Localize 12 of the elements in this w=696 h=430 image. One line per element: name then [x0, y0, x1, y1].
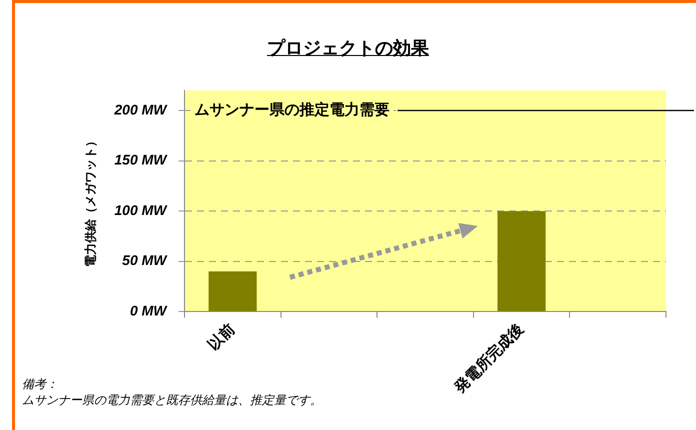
- y-tick-label: 150 MW: [114, 152, 168, 168]
- y-tick-label: 100 MW: [114, 202, 168, 218]
- ref-line-label: ムサンナー県の推定電力需要: [194, 100, 390, 118]
- y-tick-label: 50 MW: [122, 252, 168, 268]
- text: ムサンナー県の電力需要と既存供給量は、推定量です。: [22, 392, 322, 408]
- chart-title: プロジェクトの効果: [266, 37, 430, 60]
- y-tick-label: 200 MW: [113, 101, 168, 118]
- text: 備考：: [22, 376, 59, 392]
- y-axis-title: 電力供給（メガワット）: [83, 135, 98, 268]
- y-tick-label: 0 MW: [130, 302, 168, 318]
- x-tick-label: 発電所完成後: [450, 320, 528, 397]
- x-tick-label: 以前: [204, 320, 238, 354]
